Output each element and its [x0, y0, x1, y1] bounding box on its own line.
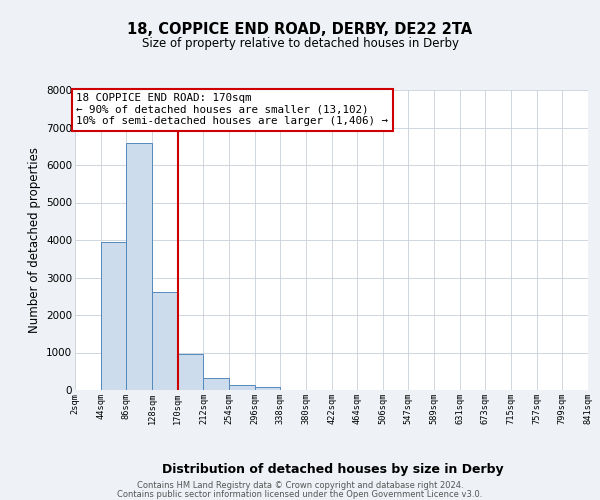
Text: Size of property relative to detached houses in Derby: Size of property relative to detached ho… — [142, 38, 458, 51]
Bar — [101, 242, 127, 390]
Text: Distribution of detached houses by size in Derby: Distribution of detached houses by size … — [162, 462, 504, 475]
Bar — [152, 292, 178, 390]
Text: 18 COPPICE END ROAD: 170sqm
← 90% of detached houses are smaller (13,102)
10% of: 18 COPPICE END ROAD: 170sqm ← 90% of det… — [76, 93, 388, 126]
Bar — [203, 378, 229, 390]
Text: Contains public sector information licensed under the Open Government Licence v3: Contains public sector information licen… — [118, 490, 482, 499]
Y-axis label: Number of detached properties: Number of detached properties — [28, 147, 41, 333]
Bar — [255, 388, 280, 390]
Bar — [229, 385, 255, 390]
Bar — [178, 354, 203, 390]
Text: Contains HM Land Registry data © Crown copyright and database right 2024.: Contains HM Land Registry data © Crown c… — [137, 481, 463, 490]
Text: 18, COPPICE END ROAD, DERBY, DE22 2TA: 18, COPPICE END ROAD, DERBY, DE22 2TA — [127, 22, 473, 38]
Bar — [127, 142, 152, 390]
